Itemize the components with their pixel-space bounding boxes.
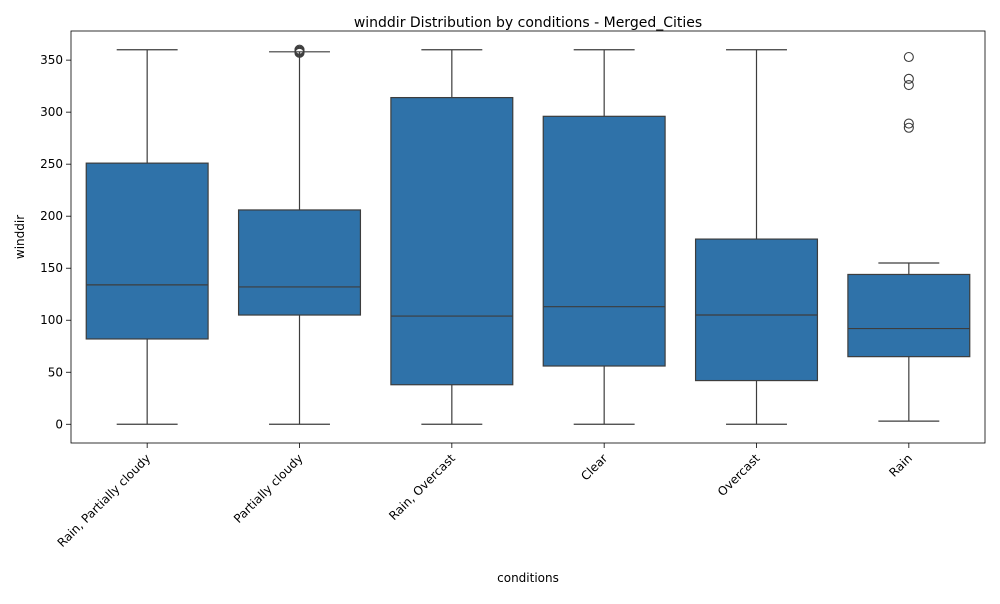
iqr-box	[542, 115, 666, 367]
iqr-box	[237, 209, 362, 316]
x-tick-label: Partially cloudy	[231, 451, 306, 526]
box-group	[542, 49, 666, 425]
box-group	[694, 49, 819, 425]
x-tick-label: Overcast	[715, 451, 763, 499]
box-group	[237, 44, 362, 425]
iqr-box	[85, 162, 209, 340]
x-tick-label: Rain, Overcast	[386, 451, 458, 523]
x-tick-label: Rain	[886, 451, 915, 480]
x-tick-label: Clear	[578, 451, 610, 483]
y-tick-label: 150	[40, 261, 63, 275]
y-tick-label: 200	[40, 209, 63, 223]
x-tick-label: Rain, Partially cloudy	[55, 451, 154, 550]
chart-title: winddir Distribution by conditions - Mer…	[354, 15, 702, 31]
box-group	[85, 49, 209, 425]
outlier-point	[903, 73, 914, 84]
y-axis-label: winddir	[13, 215, 27, 259]
y-tick-label: 300	[40, 105, 63, 119]
x-axis: Rain, Partially cloudy Partially cloudy Ra…	[55, 443, 915, 550]
outlier-point	[294, 44, 305, 55]
iqr-box	[847, 273, 971, 358]
box-group	[390, 49, 514, 425]
y-tick-label: 350	[40, 53, 63, 67]
x-axis-label: conditions	[497, 571, 559, 585]
plot-area	[85, 44, 971, 425]
outlier-point	[903, 80, 914, 91]
y-tick-label: 50	[48, 365, 63, 379]
box-group	[847, 51, 971, 422]
outlier-point	[903, 118, 914, 129]
plot-frame	[70, 30, 986, 444]
iqr-box	[390, 96, 514, 386]
outlier-point	[903, 51, 914, 63]
y-tick-label: 0	[55, 417, 63, 431]
outlier-point	[903, 122, 914, 133]
y-axis: 0 50 100 150 200 250 300 350	[40, 53, 71, 431]
iqr-box	[694, 238, 819, 382]
y-tick-label: 100	[40, 313, 63, 327]
y-tick-label: 250	[40, 157, 63, 171]
